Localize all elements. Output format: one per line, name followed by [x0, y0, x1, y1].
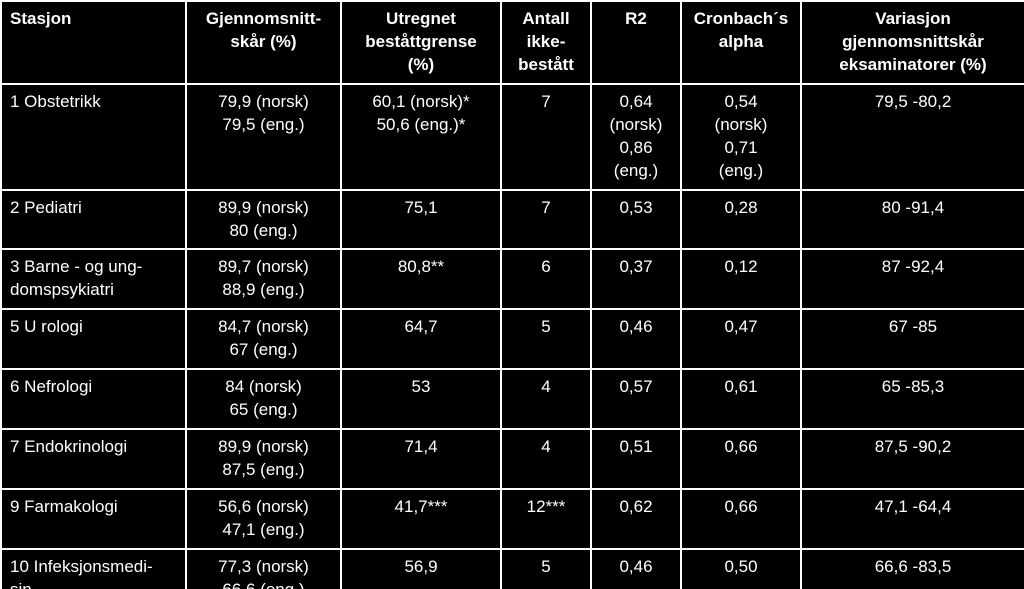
cell-stasjon: 2 Pediatri [1, 190, 186, 250]
table-body: 1 Obstetrikk79,9 (norsk)79,5 (eng.)60,1 … [1, 84, 1024, 589]
col-header-gjsnitt: Gjennomsnitt-skår (%) [186, 1, 341, 84]
col-header-ikke: Antallikke-bestått [501, 1, 591, 84]
cell-utregnet: 60,1 (norsk)*50,6 (eng.)* [341, 84, 501, 190]
table-row: 10 Infeksjonsmedi-sin77,3 (norsk)66,6 (e… [1, 549, 1024, 589]
cell-utregnet: 71,4 [341, 429, 501, 489]
cell-stasjon: 7 Endokrinologi [1, 429, 186, 489]
cell-alpha: 0,47 [681, 309, 801, 369]
cell-alpha: 0,66 [681, 429, 801, 489]
cell-r2: 0,46 [591, 549, 681, 589]
cell-gjsnitt: 77,3 (norsk)66,6 (eng.) [186, 549, 341, 589]
cell-ikke: 7 [501, 190, 591, 250]
col-header-stasjon: Stasjon [1, 1, 186, 84]
cell-var: 47,1 -64,4 [801, 489, 1024, 549]
cell-var: 67 -85 [801, 309, 1024, 369]
table-row: 7 Endokrinologi89,9 (norsk)87,5 (eng.)71… [1, 429, 1024, 489]
cell-ikke: 5 [501, 549, 591, 589]
cell-ikke: 4 [501, 369, 591, 429]
cell-alpha: 0,50 [681, 549, 801, 589]
cell-stasjon: 6 Nefrologi [1, 369, 186, 429]
table-row: 1 Obstetrikk79,9 (norsk)79,5 (eng.)60,1 … [1, 84, 1024, 190]
cell-var: 79,5 -80,2 [801, 84, 1024, 190]
cell-alpha: 0,61 [681, 369, 801, 429]
cell-gjsnitt: 89,9 (norsk)80 (eng.) [186, 190, 341, 250]
cell-utregnet: 64,7 [341, 309, 501, 369]
cell-var: 87,5 -90,2 [801, 429, 1024, 489]
cell-r2: 0,64(norsk)0,86(eng.) [591, 84, 681, 190]
cell-utregnet: 75,1 [341, 190, 501, 250]
cell-ikke: 7 [501, 84, 591, 190]
cell-gjsnitt: 84 (norsk)65 (eng.) [186, 369, 341, 429]
cell-utregnet: 80,8** [341, 249, 501, 309]
cell-gjsnitt: 84,7 (norsk)67 (eng.) [186, 309, 341, 369]
cell-stasjon: 9 Farmakologi [1, 489, 186, 549]
col-header-alpha: Cronbach´salpha [681, 1, 801, 84]
cell-utregnet: 53 [341, 369, 501, 429]
col-header-var: Variasjongjennomsnittskåreksaminatorer (… [801, 1, 1024, 84]
cell-r2: 0,53 [591, 190, 681, 250]
cell-utregnet: 41,7*** [341, 489, 501, 549]
cell-gjsnitt: 89,7 (norsk)88,9 (eng.) [186, 249, 341, 309]
cell-var: 87 -92,4 [801, 249, 1024, 309]
table-row: 9 Farmakologi56,6 (norsk)47,1 (eng.)41,7… [1, 489, 1024, 549]
cell-ikke: 12*** [501, 489, 591, 549]
col-header-r2: R2 [591, 1, 681, 84]
cell-ikke: 4 [501, 429, 591, 489]
cell-stasjon: 3 Barne - og ung-domspsykiatri [1, 249, 186, 309]
cell-r2: 0,37 [591, 249, 681, 309]
cell-r2: 0,62 [591, 489, 681, 549]
cell-stasjon: 1 Obstetrikk [1, 84, 186, 190]
cell-r2: 0,46 [591, 309, 681, 369]
cell-alpha: 0,54(norsk)0,71(eng.) [681, 84, 801, 190]
cell-alpha: 0,66 [681, 489, 801, 549]
col-header-utregnet: Utregnetbeståttgrense(%) [341, 1, 501, 84]
cell-ikke: 5 [501, 309, 591, 369]
cell-ikke: 6 [501, 249, 591, 309]
cell-var: 66,6 -83,5 [801, 549, 1024, 589]
table-head: StasjonGjennomsnitt-skår (%)Utregnetbest… [1, 1, 1024, 84]
cell-stasjon: 10 Infeksjonsmedi-sin [1, 549, 186, 589]
table-row: 3 Barne - og ung-domspsykiatri89,7 (nors… [1, 249, 1024, 309]
cell-stasjon: 5 U rologi [1, 309, 186, 369]
table-row: 6 Nefrologi84 (norsk)65 (eng.)5340,570,6… [1, 369, 1024, 429]
cell-alpha: 0,28 [681, 190, 801, 250]
cell-r2: 0,57 [591, 369, 681, 429]
cell-r2: 0,51 [591, 429, 681, 489]
cell-gjsnitt: 89,9 (norsk)87,5 (eng.) [186, 429, 341, 489]
table-row: 2 Pediatri89,9 (norsk)80 (eng.)75,170,53… [1, 190, 1024, 250]
cell-var: 65 -85,3 [801, 369, 1024, 429]
table-row: 5 U rologi84,7 (norsk)67 (eng.)64,750,46… [1, 309, 1024, 369]
header-row: StasjonGjennomsnitt-skår (%)Utregnetbest… [1, 1, 1024, 84]
cell-utregnet: 56,9 [341, 549, 501, 589]
cell-var: 80 -91,4 [801, 190, 1024, 250]
cell-gjsnitt: 56,6 (norsk)47,1 (eng.) [186, 489, 341, 549]
stats-table: StasjonGjennomsnitt-skår (%)Utregnetbest… [0, 0, 1024, 589]
cell-alpha: 0,12 [681, 249, 801, 309]
cell-gjsnitt: 79,9 (norsk)79,5 (eng.) [186, 84, 341, 190]
